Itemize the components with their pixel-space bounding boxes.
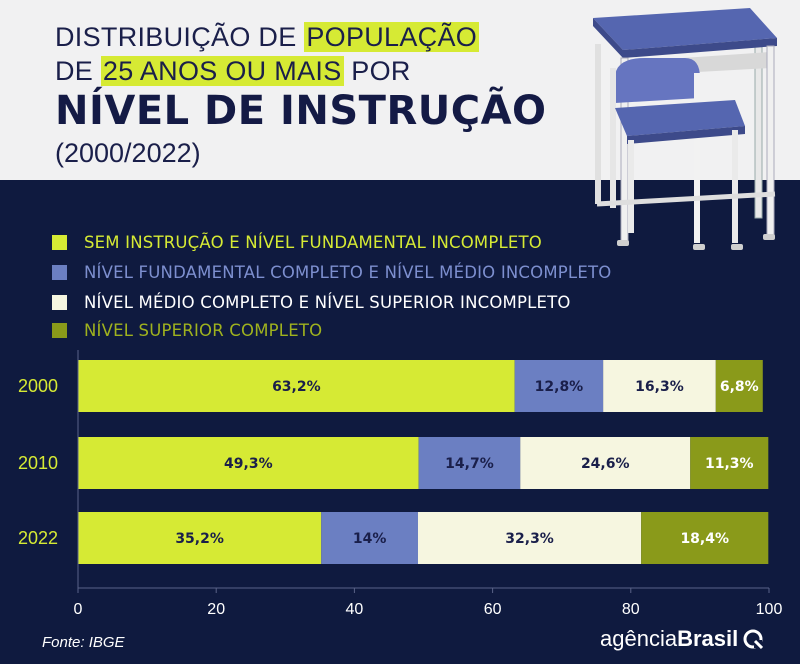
data-label: 63,2% (272, 379, 321, 395)
page-subtitle: (2000/2022) (55, 138, 201, 168)
agencia-brasil-logo: agênciaBrasil (600, 626, 764, 658)
title-highlight-age: 25 ANOS OU MAIS (100, 56, 344, 86)
bar-segment (417, 512, 642, 564)
year-label: 2022 (18, 528, 58, 548)
bar-segment (78, 437, 419, 489)
x-tick-label: 60 (484, 601, 502, 618)
bar-segment (603, 360, 716, 412)
bar-segment (78, 512, 322, 564)
bar-segment (520, 437, 691, 489)
data-label: 11,3% (705, 456, 754, 472)
legend-label: SEM INSTRUÇÃO E NÍVEL FUNDAMENTAL INCOMP… (84, 233, 542, 252)
bar-segment (641, 512, 769, 564)
title-highlight-population: POPULAÇÃO (304, 22, 480, 52)
brand-logo-icon (743, 629, 764, 650)
data-label: 32,3% (505, 531, 554, 547)
bar-segment (514, 360, 604, 412)
x-tick-label: 80 (622, 601, 640, 618)
bar-segment (321, 512, 418, 564)
data-label: 24,6% (581, 456, 630, 472)
source-note: Fonte: IBGE (42, 634, 125, 651)
legend-label: NÍVEL FUNDAMENTAL COMPLETO E NÍVEL MÉDIO… (84, 263, 612, 282)
stacked-bar-chart: 2000 63,2% 12,8% 16,3% 6,8% 2010 49,3% 14,7% 24,… (18, 350, 783, 618)
data-label: 18,4% (680, 531, 729, 547)
data-label: 6,8% (720, 379, 759, 395)
x-tick-label: 0 (74, 601, 83, 618)
school-desk-illustration (593, 8, 777, 250)
title-line-1: DISTRIBUIÇÃO DE POPULAÇÃO (55, 22, 480, 52)
x-tick-label: 100 (756, 601, 783, 618)
bar-segment (715, 360, 763, 412)
legend-swatch (52, 295, 67, 310)
legend-swatch (52, 265, 67, 280)
title-line-2: DE 25 ANOS OU MAIS POR (55, 56, 411, 86)
year-label: 2010 (18, 453, 58, 473)
x-tick-label: 40 (346, 601, 364, 618)
data-label: 14,7% (445, 456, 494, 472)
page-title: NÍVEL DE INSTRUÇÃO (55, 88, 547, 134)
data-label: 49,3% (224, 456, 273, 472)
legend-label: NÍVEL MÉDIO COMPLETO E NÍVEL SUPERIOR IN… (84, 293, 571, 312)
legend-swatch (52, 323, 67, 338)
legend-label: NÍVEL SUPERIOR COMPLETO (84, 321, 323, 340)
bar-segment (690, 437, 769, 489)
data-label: 14% (353, 531, 387, 547)
bar-segment (418, 437, 521, 489)
data-label: 35,2% (175, 531, 224, 547)
data-label: 16,3% (635, 379, 684, 395)
year-label: 2000 (18, 376, 58, 396)
x-tick-label: 20 (207, 601, 225, 618)
bar-segment (78, 360, 515, 412)
legend-swatch (52, 235, 67, 250)
data-label: 12,8% (535, 379, 584, 395)
